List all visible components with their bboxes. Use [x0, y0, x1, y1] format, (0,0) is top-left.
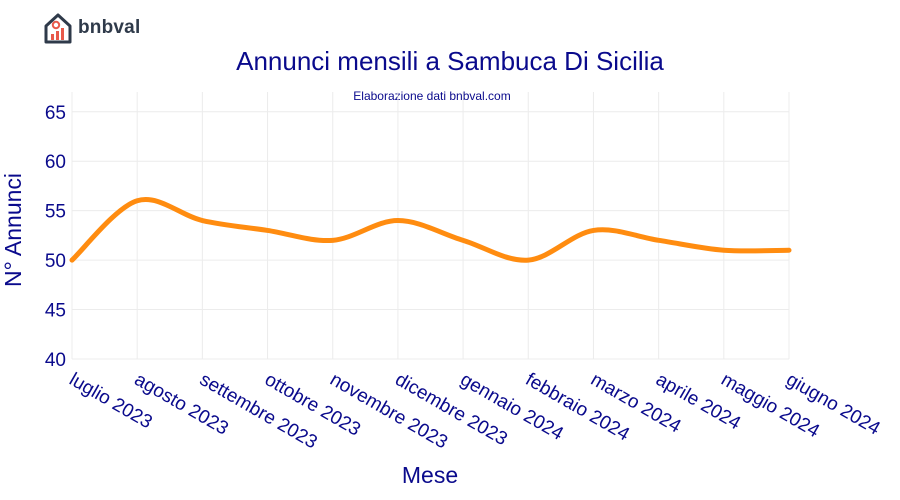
logo-text: bnbval [78, 17, 141, 38]
y-tick-label: 40 [45, 350, 66, 371]
y-axis-label: N° Annunci [0, 173, 26, 287]
chart-title: Annunci mensili a Sambuca Di Sicilia [236, 46, 664, 76]
series-layer [69, 197, 792, 263]
x-tick-label: dicembre 2023 [391, 369, 510, 450]
gridlines [71, 92, 790, 360]
house-chart-icon [44, 13, 72, 44]
y-axis-ticks: 40 45 50 55 60 65 [45, 103, 66, 371]
y-tick-label: 55 [45, 202, 66, 223]
y-tick-label: 50 [45, 251, 66, 272]
x-axis-label: Mese [402, 462, 458, 488]
y-tick-label: 45 [45, 301, 66, 322]
y-tick-label: 65 [45, 103, 66, 124]
chart-subtitle: Elaborazione dati bnbval.com [353, 89, 510, 103]
y-tick-label: 60 [45, 152, 66, 173]
series-line [69, 197, 792, 263]
logo: bnbval [43, 11, 140, 45]
